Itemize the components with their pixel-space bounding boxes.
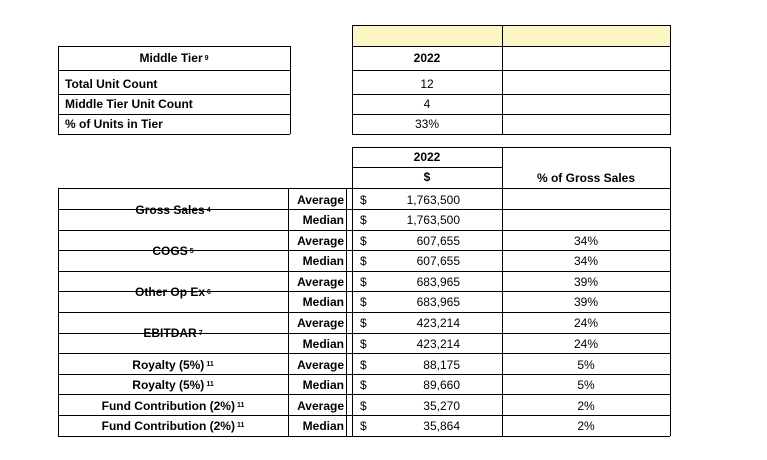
financial-pct-header: % of Gross Sales xyxy=(536,171,636,185)
pct-of-gross: 39% xyxy=(573,294,599,309)
pct-of-gross: 24% xyxy=(573,315,599,330)
stat-label: Average xyxy=(297,274,344,289)
stat-label: Median xyxy=(302,253,344,268)
currency-symbol: $ xyxy=(360,233,367,248)
pct-of-gross: 2% xyxy=(577,418,595,433)
amount-value: 423,214 xyxy=(416,315,460,330)
stat-label: Median xyxy=(302,418,344,433)
currency-symbol: $ xyxy=(360,274,367,289)
pct-of-gross: 5% xyxy=(577,357,595,372)
amount-value: 683,965 xyxy=(416,294,460,309)
currency-symbol: $ xyxy=(360,357,367,372)
currency-symbol: $ xyxy=(360,418,367,433)
amount-value: 423,214 xyxy=(416,336,460,351)
stat-label: Average xyxy=(297,357,344,372)
line-item-label: EBITDAR 7 xyxy=(143,326,203,340)
line-item-label: Royalty (5%) 11 xyxy=(132,377,214,392)
stat-label: Median xyxy=(302,336,344,351)
amount-value: 89,660 xyxy=(423,377,460,392)
stat-label: Median xyxy=(302,294,344,309)
line-item-label: COGS 5 xyxy=(152,244,194,258)
stat-label: Average xyxy=(297,192,344,207)
currency-symbol: $ xyxy=(360,315,367,330)
line-item-label: Fund Contribution (2%) 11 xyxy=(101,398,245,413)
currency-symbol: $ xyxy=(360,294,367,309)
tier-row-value: 4 xyxy=(423,97,431,111)
tier-row-value: 33% xyxy=(414,117,440,131)
currency-symbol: $ xyxy=(360,253,367,268)
pct-of-gross: 2% xyxy=(577,398,595,413)
tier-row-label: Middle Tier Unit Count xyxy=(65,97,193,111)
line-item-label: Fund Contribution (2%) 11 xyxy=(101,418,245,433)
currency-symbol: $ xyxy=(360,192,367,207)
amount-value: 607,655 xyxy=(416,253,460,268)
tier-row-label: Total Unit Count xyxy=(65,77,158,91)
currency-symbol: $ xyxy=(360,212,367,227)
pct-of-gross: 24% xyxy=(573,336,599,351)
amount-value: 1,763,500 xyxy=(406,212,460,227)
pct-of-gross: 5% xyxy=(577,377,595,392)
pct-of-gross: 39% xyxy=(573,274,599,289)
currency-symbol: $ xyxy=(360,336,367,351)
tier-table-year: 2022 xyxy=(413,51,441,65)
pct-of-gross xyxy=(502,189,670,210)
financial-year-header: 2022 xyxy=(413,150,441,164)
amount-value: 35,864 xyxy=(423,418,460,433)
pct-of-gross: 34% xyxy=(573,233,599,248)
currency-symbol: $ xyxy=(360,398,367,413)
amount-value: 607,655 xyxy=(416,233,460,248)
stat-label: Median xyxy=(302,212,344,227)
currency-symbol: $ xyxy=(360,377,367,392)
tier-table-title: Middle Tier 9 xyxy=(139,51,209,65)
highlight-cell-blank xyxy=(502,25,670,46)
stat-label: Average xyxy=(297,233,344,248)
highlight-cell-year xyxy=(352,25,502,46)
line-item-label: Gross Sales 4 xyxy=(135,203,211,217)
stat-label: Average xyxy=(297,315,344,330)
line-item-label: Royalty (5%) 11 xyxy=(132,357,214,372)
amount-value: 35,270 xyxy=(423,398,460,413)
amount-value: 683,965 xyxy=(416,274,460,289)
line-item-label: Other Op Ex 6 xyxy=(135,285,211,299)
pct-of-gross xyxy=(502,209,670,230)
amount-value: 1,763,500 xyxy=(406,192,460,207)
tier-row-value: 12 xyxy=(420,77,434,91)
stat-label: Average xyxy=(297,398,344,413)
financial-currency-header: $ xyxy=(423,170,431,184)
amount-value: 88,175 xyxy=(423,357,460,372)
stat-label: Median xyxy=(302,377,344,392)
pct-of-gross: 34% xyxy=(573,253,599,268)
tier-row-label: % of Units in Tier xyxy=(65,117,163,131)
